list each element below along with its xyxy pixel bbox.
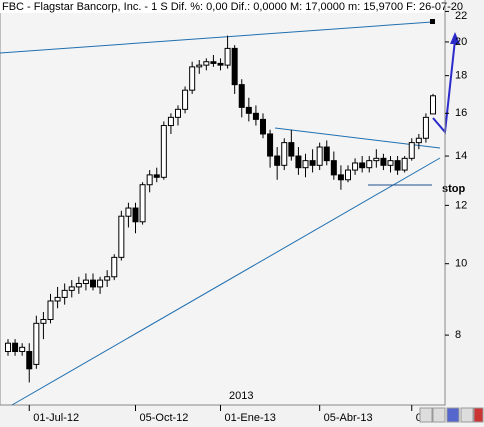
y-tick-label: 8 [455, 329, 461, 341]
candle-body [82, 279, 89, 285]
close-button[interactable] [473, 407, 484, 423]
candle-body [68, 286, 75, 291]
candle-body [260, 118, 266, 135]
x-tick-label: 01-Ene-13 [225, 412, 276, 424]
candle-body [33, 322, 40, 365]
candle-body [394, 160, 401, 171]
candle-body [132, 207, 139, 223]
candle-body [125, 207, 132, 217]
candle-body [430, 95, 436, 115]
header-bar [0, 0, 445, 13]
candle-body [75, 283, 82, 288]
candle-body [196, 64, 203, 68]
candle-body [387, 160, 394, 166]
candle-body [139, 184, 146, 223]
candle-body [408, 142, 415, 159]
candle-body [330, 160, 337, 176]
year-label: 2013 [229, 390, 253, 402]
candle-body [359, 162, 366, 169]
y-tick-label: 16 [455, 107, 467, 119]
plot-area [0, 0, 446, 406]
candle-body [47, 300, 54, 320]
candle-body [160, 125, 167, 178]
candle-body [366, 160, 373, 169]
candle-body [217, 62, 224, 66]
candle-body [182, 89, 189, 110]
candle-body [203, 61, 210, 66]
candle-body [61, 289, 68, 298]
candle-body [238, 84, 245, 108]
stop-label: stop [442, 183, 466, 195]
candle-body [40, 318, 47, 324]
candle-body [281, 142, 288, 166]
support-line [11, 157, 441, 406]
toolbar [419, 407, 484, 423]
y-tick-label: 22 [455, 10, 467, 22]
arrow-head [450, 32, 460, 44]
candle-body [146, 174, 153, 186]
save-button[interactable] [446, 407, 460, 423]
candle-body [245, 106, 252, 114]
candle-body [26, 351, 33, 370]
candle-body [104, 276, 111, 281]
candle-body [224, 47, 231, 66]
candle-body [373, 157, 380, 162]
candle-body [231, 47, 238, 86]
y-tick-label: 14 [455, 150, 467, 162]
candle-body [111, 256, 118, 278]
candle-body [401, 157, 408, 171]
candle-body [422, 116, 429, 139]
candle-body [19, 346, 26, 353]
candle-body [97, 279, 104, 288]
candle-body [345, 169, 351, 181]
candle-body [352, 162, 359, 171]
x-tick-label: 01-Jul-12 [33, 412, 79, 424]
x-tick-label: 05-Oct-12 [140, 412, 189, 424]
candle-body [380, 157, 387, 166]
x-tick-label: 0 [416, 412, 422, 424]
candle-body [252, 112, 259, 120]
candle-body [189, 66, 196, 91]
button[interactable] [460, 407, 474, 423]
button[interactable] [432, 407, 446, 423]
y-tick-label: 20 [455, 36, 467, 48]
candle-body [90, 279, 96, 288]
candle-body [316, 146, 323, 166]
candle-body [337, 174, 344, 181]
candle-body [167, 116, 174, 127]
candle-body [5, 342, 11, 353]
candle-body [295, 155, 302, 169]
candle-body [118, 215, 125, 258]
candle-body [210, 61, 217, 64]
candle-body [415, 137, 422, 144]
candle-body [309, 160, 316, 166]
header-title: FBC - Flagstar Bancorp, Inc. - 1 S Dif. … [2, 1, 463, 13]
y-tick-label: 10 [455, 258, 467, 270]
button[interactable] [419, 407, 433, 423]
candle-body [274, 155, 281, 166]
candle-body [12, 342, 19, 353]
candle-body [153, 174, 160, 178]
resistance-line [0, 21, 433, 54]
candle-body [302, 160, 309, 169]
candle-body [175, 108, 181, 118]
y-tick-label: 12 [455, 199, 467, 211]
y-tick-label: 18 [455, 70, 467, 82]
x-tick-label: 05-Abr-13 [324, 412, 373, 424]
candle-body [323, 146, 330, 162]
candle-body [288, 142, 295, 157]
candle-body [54, 296, 61, 302]
candle-body [267, 133, 274, 157]
line-handle [430, 19, 435, 24]
